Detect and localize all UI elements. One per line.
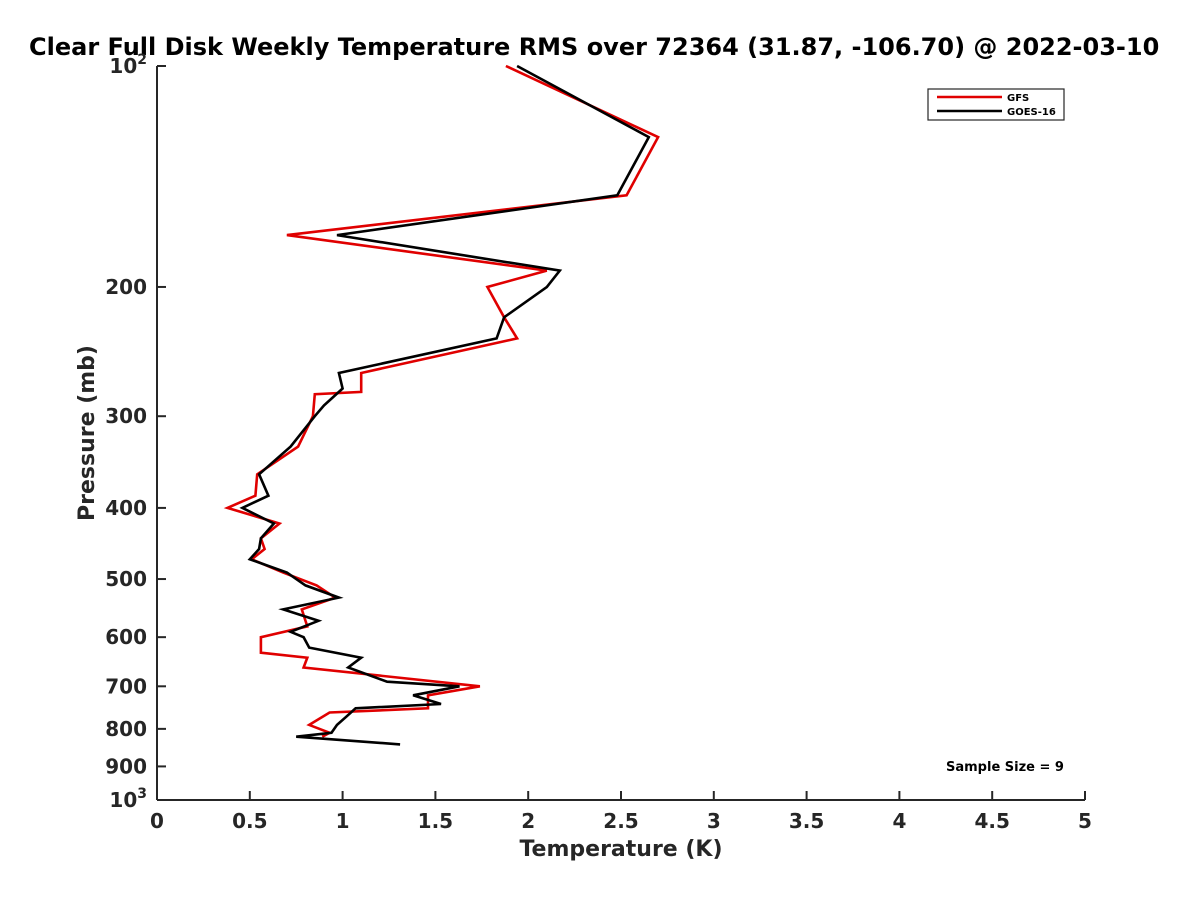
x-tick-label: 2: [521, 809, 535, 833]
x-tick-label: 5: [1078, 809, 1092, 833]
y-tick-label: 103: [109, 786, 147, 812]
x-tick-label: 1.5: [418, 809, 453, 833]
x-tick-label: 0.5: [232, 809, 267, 833]
y-tick-label: 400: [105, 496, 147, 520]
y-tick-label: 600: [105, 625, 147, 649]
legend-box: [927, 88, 1065, 121]
x-tick-label: 4.5: [974, 809, 1009, 833]
series-lines: [223, 64, 660, 746]
x-tick-label: 1: [336, 809, 350, 833]
y-tick-label: 800: [105, 717, 147, 741]
y-tick-label: 200: [105, 275, 147, 299]
x-tick-label: 3.5: [789, 809, 824, 833]
y-axis-label: Pressure (mb): [75, 345, 100, 521]
y-tick-label: 300: [105, 404, 147, 428]
x-tick-label: 3: [707, 809, 721, 833]
legend-label-goes16: GOES-16: [1007, 107, 1056, 118]
x-axis-label: Temperature (K): [519, 837, 722, 862]
y-axis-ticks: 102 200 300 400 500 600 700 800 900 103: [105, 52, 166, 812]
x-tick-label: 4: [892, 809, 906, 833]
y-tick-label: 102: [109, 52, 147, 78]
legend-label-gfs: GFS: [1007, 93, 1029, 104]
y-tick-label: 900: [105, 754, 147, 778]
plot-axes: [156, 66, 1085, 801]
series-line-gfs: [223, 64, 660, 738]
chart-title: Clear Full Disk Weekly Temperature RMS o…: [29, 33, 1159, 61]
x-axis-ticks: 0 0.5 1 1.5 2 2.5 3 3.5 4 4.5 5: [150, 791, 1092, 833]
legend: GFS GOES-16: [927, 88, 1065, 121]
sample-size-annotation: Sample Size = 9: [946, 760, 1064, 775]
y-tick-label: 700: [105, 674, 147, 698]
x-tick-label: 0: [150, 809, 164, 833]
y-tick-label: 500: [105, 567, 147, 591]
series-line-goes-16: [239, 64, 651, 746]
x-tick-label: 2.5: [603, 809, 638, 833]
